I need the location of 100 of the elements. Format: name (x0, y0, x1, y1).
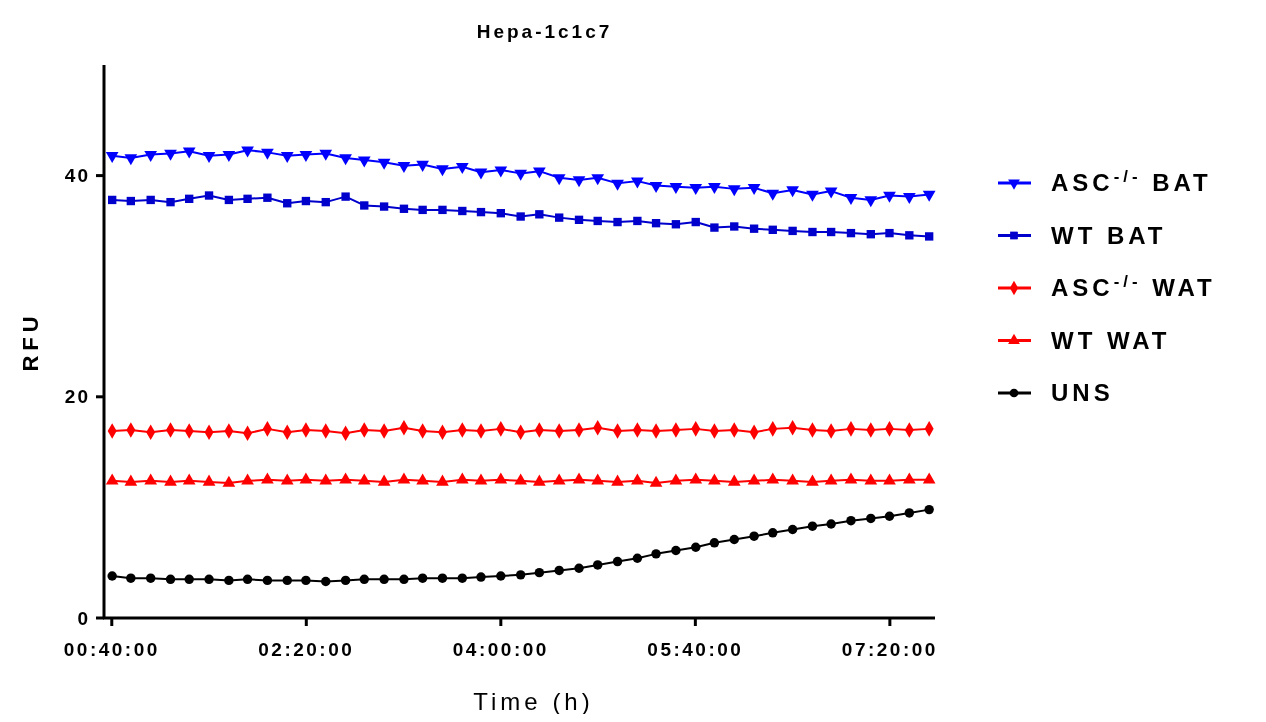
point (766, 472, 780, 484)
point (649, 181, 663, 193)
point (844, 194, 858, 206)
point (299, 150, 313, 162)
point (532, 167, 546, 179)
point (885, 228, 894, 238)
point (242, 574, 253, 584)
point (416, 160, 429, 172)
point (436, 474, 449, 486)
point (572, 176, 586, 188)
point (202, 474, 216, 486)
point (496, 571, 506, 581)
point (241, 473, 254, 485)
x-tick-label: 04:00:00 (452, 639, 549, 660)
point (379, 202, 389, 211)
point (182, 473, 196, 485)
point (671, 220, 681, 229)
point (710, 223, 719, 232)
point (844, 472, 858, 484)
point (864, 473, 878, 485)
point (359, 574, 369, 584)
point (516, 212, 525, 221)
point (262, 575, 273, 586)
point (574, 215, 584, 225)
x-tick-label: 00:40:00 (63, 639, 160, 660)
point (458, 206, 467, 216)
point (243, 194, 252, 204)
point (357, 156, 371, 168)
point (866, 513, 876, 524)
point (377, 474, 391, 486)
point (555, 213, 564, 222)
point (826, 227, 836, 237)
point (691, 542, 701, 552)
point (514, 473, 528, 485)
point (689, 184, 703, 196)
point (709, 538, 720, 548)
point (826, 519, 836, 529)
point (319, 473, 333, 485)
point (747, 473, 761, 485)
point (554, 565, 564, 576)
point (768, 225, 777, 234)
point (671, 545, 681, 556)
point (436, 165, 449, 177)
point (185, 194, 194, 204)
x-tick-label: 05:40:00 (647, 639, 744, 660)
point (611, 179, 624, 191)
point (824, 473, 838, 485)
point (631, 473, 644, 485)
point (574, 563, 584, 573)
point (651, 218, 661, 228)
point (416, 473, 429, 485)
point (124, 474, 138, 486)
point (689, 472, 703, 484)
point (904, 508, 915, 518)
point (883, 473, 896, 485)
point (144, 473, 158, 485)
point (786, 473, 799, 485)
point (321, 576, 331, 587)
point (418, 205, 427, 215)
point (669, 473, 683, 485)
point (846, 515, 856, 526)
point (474, 473, 488, 485)
point (165, 574, 176, 584)
point (864, 196, 878, 208)
point (105, 473, 119, 485)
point (768, 528, 778, 538)
point (126, 573, 136, 583)
point (261, 472, 274, 484)
legend-label: WT BAT (1051, 221, 1167, 249)
point (824, 187, 838, 199)
x-tick-label: 02:20:00 (258, 639, 355, 660)
x-tick-label: 07:20:00 (841, 639, 938, 660)
point (633, 216, 642, 226)
point (222, 150, 236, 162)
point (144, 150, 158, 162)
point (730, 222, 739, 231)
point (591, 174, 605, 186)
point (377, 158, 391, 170)
point (280, 152, 294, 164)
point (224, 575, 234, 586)
legend-label: ASC$^{-/-}$ BAT (1051, 166, 1212, 197)
point (632, 553, 643, 563)
point (806, 190, 819, 202)
point (399, 204, 409, 213)
point (166, 197, 175, 207)
y-axis-title: RFU (18, 311, 43, 372)
point (455, 472, 469, 484)
point (727, 474, 741, 486)
point (613, 217, 622, 227)
point (787, 524, 798, 535)
point (321, 197, 330, 207)
point (883, 191, 896, 203)
point (379, 574, 389, 584)
point (319, 149, 333, 161)
point (146, 195, 155, 205)
point (729, 534, 739, 545)
point (261, 148, 274, 160)
point (905, 231, 914, 240)
point (922, 472, 936, 484)
point (222, 475, 236, 487)
